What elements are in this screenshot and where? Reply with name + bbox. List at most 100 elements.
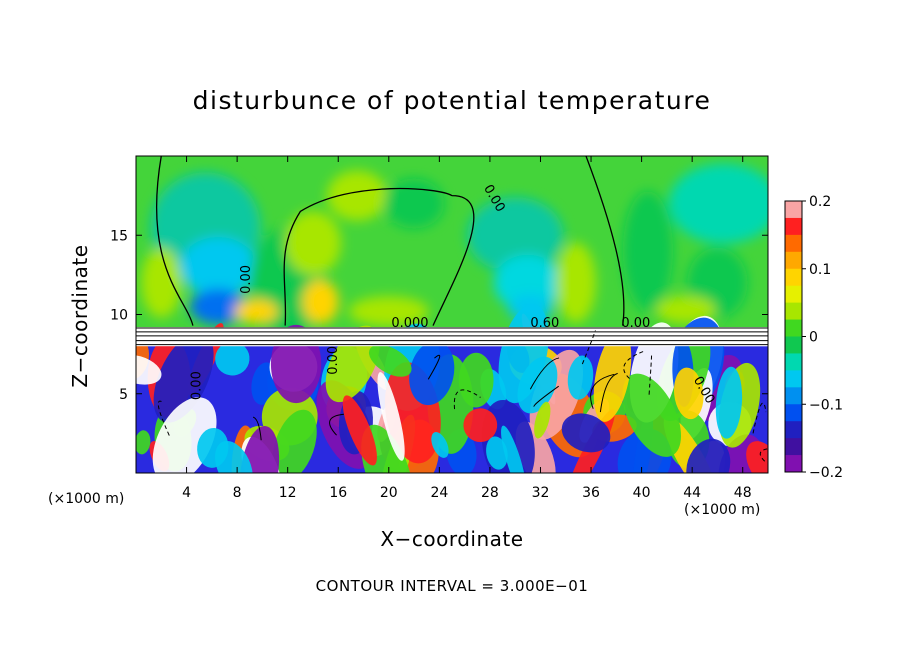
colorbar-swatch (785, 387, 802, 405)
turbulence-blob (136, 354, 162, 385)
turbulence-blob (342, 395, 377, 466)
turbulence-blob (152, 397, 217, 473)
x-tick-label: 12 (279, 485, 297, 501)
colorbar-swatch (785, 336, 802, 354)
contour-line (648, 353, 653, 395)
colorbar-tick-label: −0.1 (809, 397, 843, 413)
plot-field: 0.000.000.000 0.60 0.000.000.00 0.00 (136, 156, 768, 473)
plume-blob (284, 211, 341, 276)
inversion-band (136, 327, 768, 347)
turbulence-blob (674, 367, 704, 420)
contour-line (599, 372, 618, 413)
x-unit-left: (×1000 m) (48, 491, 125, 507)
colorbar-swatch (785, 404, 802, 422)
x-tick-label: 28 (481, 485, 499, 501)
plume-blob (493, 254, 562, 311)
turbulence-blob (136, 430, 151, 455)
y-tick-label: 15 (110, 228, 128, 244)
turbulence-blob (746, 441, 768, 473)
contour-line (752, 402, 767, 434)
plume-blob (190, 288, 247, 325)
colorbar-swatch (785, 421, 802, 439)
x-tick-label: 20 (380, 485, 398, 501)
colorbar-swatch (785, 268, 802, 287)
contour-interval-note: CONTOUR INTERVAL = 3.000E−01 (315, 577, 589, 595)
turbulence-blob (458, 352, 494, 408)
turbulence-blob (534, 401, 551, 439)
turbulence-blob (622, 373, 682, 457)
x-tick-label: 4 (182, 485, 191, 501)
contour-line (157, 400, 170, 436)
turbulence-blob (272, 409, 317, 473)
colorbar-swatch (785, 302, 802, 321)
plume-blob (384, 178, 445, 229)
lower-turbulence (136, 304, 768, 473)
y-tick-label: 5 (119, 387, 128, 403)
colorbar-tick-label: 0.2 (809, 194, 831, 210)
contour-line (529, 357, 560, 390)
colorbar-swatch (785, 234, 802, 253)
colorbar-tick-label: 0.1 (809, 262, 831, 278)
upper-plumes (141, 163, 768, 338)
contour-line (623, 350, 645, 379)
colorbar-swatch (785, 353, 802, 371)
contour-label: 0.00 (239, 265, 254, 294)
turbulence-blob (715, 366, 743, 439)
colorbar-swatch (785, 251, 802, 270)
colorbar-swatch (785, 319, 802, 337)
plume-blob (302, 279, 339, 324)
contour-line (533, 385, 560, 408)
x-tick-label: 48 (734, 485, 752, 501)
plume-blob (234, 299, 279, 324)
plume-blob (668, 163, 768, 244)
colorbar-swatch (785, 285, 802, 304)
contour-label: 0.60 (530, 316, 559, 331)
x-tick-label: 24 (430, 485, 448, 501)
contour-line (427, 354, 441, 380)
turbulence-blob (197, 427, 229, 468)
turbulence-blob (431, 432, 449, 458)
turbulence-blob (501, 425, 527, 473)
contour-label: 0.00 (621, 316, 650, 331)
turbulence-blob (561, 413, 611, 453)
turbulence-blob (463, 408, 498, 443)
lower-contours (157, 330, 768, 462)
colorbar-swatch (785, 438, 802, 456)
chart-title: disturbunce of potential temperature (192, 86, 712, 115)
turbulence-blob (377, 372, 405, 461)
contour-line (759, 448, 768, 462)
turbulence-blob (368, 344, 412, 377)
zero-contour (156, 156, 625, 326)
contour-line (590, 373, 615, 409)
turbulence-blob (486, 436, 508, 470)
plume-blob (467, 197, 564, 274)
x-tick-label: 40 (633, 485, 651, 501)
x-tick-label: 8 (233, 485, 242, 501)
colorbar-swatch (785, 370, 802, 388)
x-tick-label: 32 (532, 485, 550, 501)
x-tick-label: 16 (329, 485, 347, 501)
contour-line (453, 389, 481, 410)
contour-label: 0.000 (391, 316, 428, 331)
turbulence-blob (153, 332, 214, 423)
plume-blob (622, 191, 673, 312)
x-tick-label: 44 (683, 485, 701, 501)
plume-blob (141, 247, 182, 318)
contour-line (252, 416, 262, 441)
colorbar-swatch (785, 201, 802, 219)
colorbar-tick-label: 0 (809, 330, 818, 346)
contour-line (329, 413, 344, 436)
x-tick-label: 36 (582, 485, 600, 501)
turbulence-blob (567, 355, 594, 400)
contour-label: 0.00 (326, 346, 341, 375)
plume-blob (180, 236, 257, 297)
colorbar-swatch (785, 455, 802, 473)
colorbar-swatch (785, 217, 802, 236)
contour-label: 0.00 (189, 371, 204, 400)
x-unit-right: (×1000 m) (684, 502, 761, 518)
x-axis-label: X−coordinate (380, 527, 524, 551)
y-tick-label: 10 (110, 308, 128, 324)
colorbar-tick-label: −0.2 (809, 465, 843, 481)
plume-blob (348, 296, 429, 327)
